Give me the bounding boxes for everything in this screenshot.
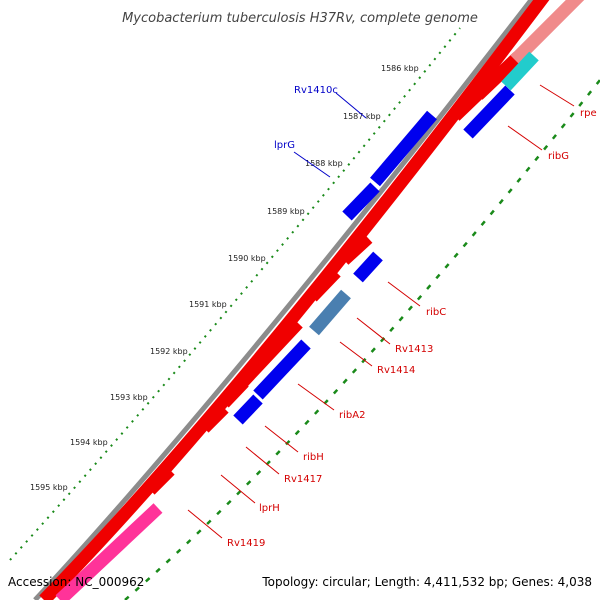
gene-feature-rv1417[interactable] — [199, 403, 229, 433]
gene-feature-ribg[interactable] — [463, 85, 515, 139]
gene-feature-lprh[interactable] — [145, 465, 175, 495]
tick-label: 1587 kbp — [343, 112, 381, 121]
gene-feature-ribc-blue[interactable] — [353, 251, 383, 283]
tick-label: 1589 kbp — [267, 207, 305, 216]
gene-label[interactable]: lprH — [259, 503, 280, 514]
gene-feature-rv1413[interactable] — [307, 267, 341, 302]
gene-feature-rv1414[interactable] — [309, 289, 351, 336]
accession-text: Accession: NC_000962 — [8, 575, 144, 589]
gene-feature-ribc[interactable] — [339, 233, 373, 265]
tick-label: 1588 kbp — [305, 159, 343, 168]
tick-label: 1590 kbp — [228, 254, 266, 263]
forward-gene-labels: Rv1410c lprG — [274, 85, 367, 178]
gene-feature-ribh-blue[interactable] — [233, 394, 263, 425]
gene-label[interactable]: lprG — [274, 140, 295, 151]
gene-feature-pink[interactable] — [55, 503, 163, 600]
reverse-gene-labels: rpe ribG ribC Rv1413 Rv1414 ribA2 ribH R… — [187, 84, 597, 549]
gene-feature-lprg[interactable] — [342, 182, 380, 221]
gene-feature-rpe[interactable] — [450, 87, 485, 121]
gene-feature-rpe-2[interactable] — [473, 52, 523, 100]
topology-summary: Topology: circular; Length: 4,411,532 bp… — [261, 575, 592, 589]
gene-label[interactable]: Rv1419 — [227, 538, 265, 549]
gene-label[interactable]: ribH — [303, 452, 324, 463]
gene-feature-riba2-blue[interactable] — [253, 339, 311, 400]
gene-label[interactable]: Rv1413 — [395, 344, 433, 355]
reverse-features — [39, 0, 585, 600]
gene-label[interactable]: ribC — [426, 307, 446, 318]
gene-label[interactable]: ribG — [548, 151, 569, 162]
tick-label: 1592 kbp — [150, 347, 188, 356]
gene-feature-rpe-3[interactable] — [510, 0, 585, 65]
gene-label[interactable]: Rv1410c — [294, 85, 338, 96]
gene-feature-riba2[interactable] — [235, 318, 303, 390]
tick-label: 1591 kbp — [189, 300, 227, 309]
tick-labels: 1586 kbp 1587 kbp 1588 kbp 1589 kbp 1590… — [30, 64, 419, 492]
blue-features — [233, 51, 539, 425]
gene-feature-teal[interactable] — [501, 51, 539, 91]
inner-ruler — [124, 79, 600, 600]
gene-feature-rv1410c[interactable] — [370, 110, 437, 187]
tick-label: 1593 kbp — [110, 393, 148, 402]
gene-label[interactable]: ribA2 — [339, 410, 365, 421]
gene-label[interactable]: rpe — [580, 108, 597, 119]
backbone-outer — [33, 0, 535, 600]
tick-label: 1594 kbp — [70, 438, 108, 447]
gene-feature-ribh[interactable] — [219, 377, 249, 408]
outer-ruler — [9, 27, 461, 561]
tick-label: 1586 kbp — [381, 64, 419, 73]
gene-label[interactable]: Rv1414 — [377, 365, 415, 376]
gene-label[interactable]: Rv1417 — [284, 474, 322, 485]
tick-label: 1595 kbp — [30, 483, 68, 492]
genome-title: Mycobacterium tuberculosis H37Rv, comple… — [122, 11, 478, 26]
